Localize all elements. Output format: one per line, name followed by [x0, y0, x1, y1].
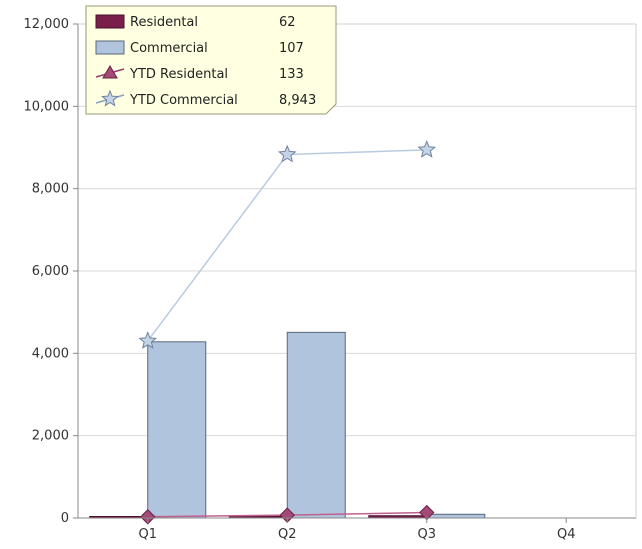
point-ytd-residental[interactable]: [140, 509, 156, 525]
x-tick-label: Q4: [557, 527, 576, 542]
legend-marker-ytd-residental: [102, 65, 118, 79]
legend-value-residental: 62: [279, 15, 296, 30]
x-tick-label: Q2: [278, 527, 297, 542]
legend-label-ytd-residental: YTD Residental: [129, 67, 228, 82]
legend-label-residental: Residental: [130, 15, 198, 30]
y-tick-label: 2,000: [32, 429, 69, 444]
axis-layer: 0 2,000 4,000 6,000 8,000 10,000 12,000 Q1 Q2 Q3 Q…: [24, 17, 637, 542]
legend-value-commercial: 107: [279, 41, 304, 56]
y-tick-label: 12,000: [24, 17, 70, 32]
point-ytd-commercial[interactable]: [417, 140, 437, 158]
x-tick-label: Q3: [417, 527, 436, 542]
y-tick-label: 0: [61, 511, 69, 526]
lines-layer: [138, 140, 437, 525]
legend-swatch-residental: [95, 14, 125, 29]
x-tick-label: Q1: [138, 527, 157, 542]
y-tick-label: 4,000: [32, 346, 69, 361]
bar-commercial[interactable]: [147, 341, 207, 519]
legend-label-commercial: Commercial: [130, 41, 208, 56]
bar-commercial[interactable]: [286, 331, 346, 519]
legend-marker-ytd-commercial: [101, 89, 119, 107]
legend-value-ytd-commercial: 8,943: [279, 93, 316, 108]
y-tick-label: 10,000: [24, 99, 70, 114]
point-ytd-commercial[interactable]: [138, 331, 158, 349]
bars-layer: [89, 331, 486, 519]
legend-label-ytd-commercial: YTD Commercial: [129, 93, 238, 108]
legend-swatch-commercial: [95, 40, 125, 55]
legend-box: [85, 5, 337, 115]
bar-commercial[interactable]: [426, 513, 486, 519]
line-ytd-commercial: [147, 149, 427, 342]
legend-value-ytd-residental: 133: [279, 67, 304, 82]
point-ytd-commercial[interactable]: [277, 144, 297, 163]
y-tick-label: 6,000: [32, 264, 69, 279]
y-tick-label: 8,000: [32, 182, 69, 197]
legend: Residental 62 Commercial 107 YTD Residental 1…: [85, 5, 337, 115]
